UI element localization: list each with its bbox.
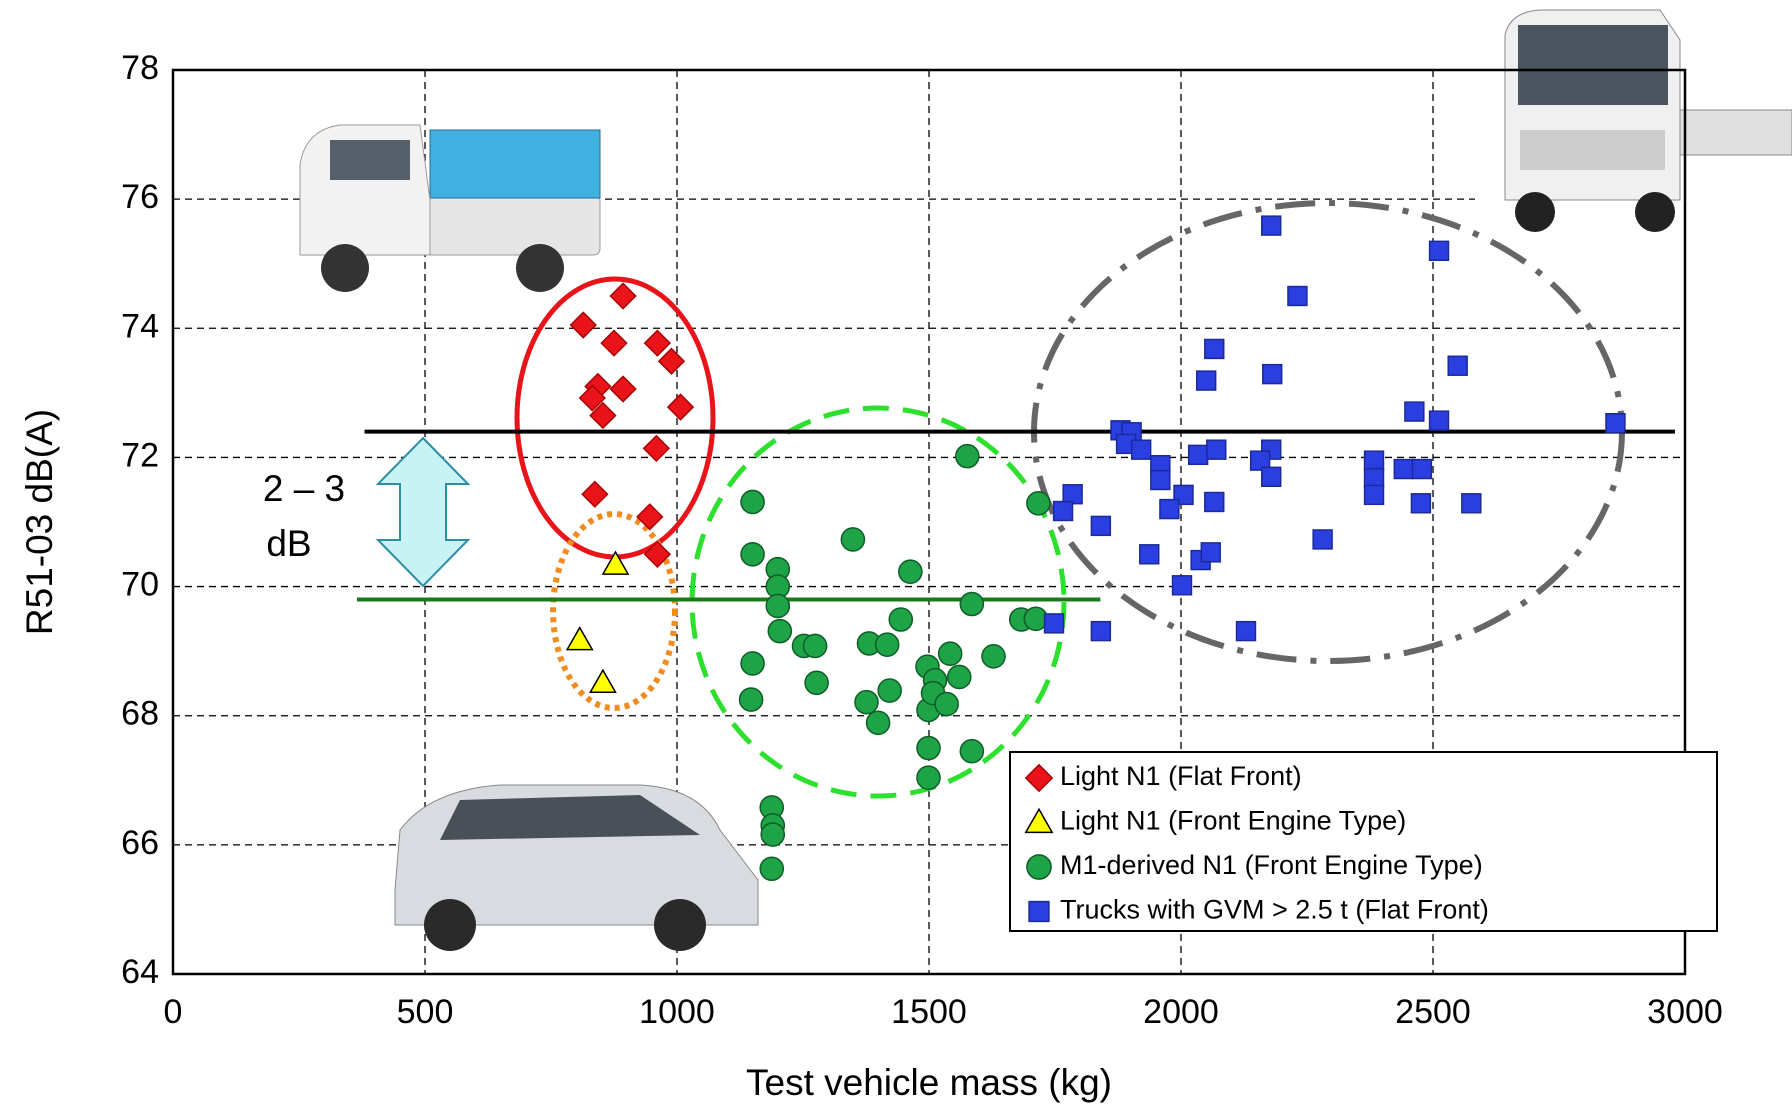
point [1151, 471, 1170, 490]
legend-label: Light N1 (Front Engine Type) [1060, 806, 1406, 836]
point [1394, 460, 1413, 479]
legend-marker [1029, 902, 1049, 922]
y-tick-label: 78 [121, 49, 159, 87]
point [1263, 365, 1282, 384]
y-tick-label: 72 [121, 436, 159, 474]
point [766, 594, 789, 617]
chart: 2 – 3 dB Test vehicle mass (kg) R51-03 d… [0, 0, 1792, 1111]
point [804, 634, 827, 657]
y-tick-label: 68 [121, 695, 159, 733]
point [740, 688, 763, 711]
point [760, 857, 783, 880]
point [1205, 493, 1224, 512]
point [805, 671, 828, 694]
point [1207, 440, 1226, 459]
point [948, 665, 971, 688]
point [876, 633, 899, 656]
point [878, 679, 901, 702]
point [1405, 402, 1424, 421]
point [960, 740, 983, 763]
point [1288, 287, 1307, 306]
point [939, 642, 962, 665]
annotation: dB [266, 523, 311, 564]
legend-marker [1027, 855, 1051, 879]
point [1462, 494, 1481, 513]
point [1412, 460, 1431, 479]
point [1140, 545, 1159, 564]
point [899, 560, 922, 583]
point [1237, 622, 1256, 641]
point [1262, 216, 1281, 235]
point [1411, 494, 1430, 513]
x-tick-label: 500 [397, 993, 454, 1031]
point [1313, 530, 1332, 549]
point [741, 490, 764, 513]
point [889, 608, 912, 631]
point [982, 645, 1005, 668]
point [1027, 492, 1050, 515]
x-axis-title: Test vehicle mass (kg) [746, 1062, 1112, 1103]
y-axis-title: R51-03 dB(A) [19, 409, 60, 635]
point [1054, 502, 1073, 521]
y-tick-label: 66 [121, 824, 159, 862]
point [1045, 614, 1064, 633]
point [960, 592, 983, 615]
point [917, 736, 940, 759]
point [1160, 500, 1179, 519]
point [1091, 622, 1110, 641]
x-tick-label: 2500 [1395, 993, 1471, 1031]
point [1189, 445, 1208, 464]
point [1173, 576, 1192, 595]
truck-illustration [1475, 5, 1792, 232]
point [1197, 371, 1216, 390]
point [1606, 414, 1625, 433]
point [956, 445, 979, 468]
legend-label: M1-derived N1 (Front Engine Type) [1060, 850, 1483, 880]
x-tick-label: 1500 [891, 993, 967, 1031]
point [1201, 543, 1220, 562]
point [761, 823, 784, 846]
point [917, 766, 940, 789]
y-tick-label: 74 [121, 307, 159, 345]
y-tick-label: 64 [121, 953, 159, 991]
point [1430, 411, 1449, 430]
point [841, 528, 864, 551]
point [1132, 440, 1151, 459]
legend-label: Trucks with GVM > 2.5 t (Flat Front) [1060, 895, 1489, 925]
y-tick-label: 70 [121, 566, 159, 604]
y-tick-label: 76 [121, 178, 159, 216]
point [1365, 451, 1384, 470]
legend: Light N1 (Flat Front) Light N1 (Front Eng… [1010, 752, 1717, 931]
point [1430, 241, 1449, 260]
x-tick-label: 2000 [1143, 993, 1219, 1031]
legend-label: Light N1 (Flat Front) [1060, 761, 1302, 791]
point [867, 711, 890, 734]
point [741, 543, 764, 566]
point [1205, 339, 1224, 358]
point [855, 691, 878, 714]
x-tick-label: 0 [164, 993, 183, 1031]
point [768, 620, 791, 643]
x-tick-label: 1000 [639, 993, 715, 1031]
point [1365, 485, 1384, 504]
point [1262, 467, 1281, 486]
x-tick-label: 3000 [1647, 993, 1723, 1031]
point [1091, 516, 1110, 535]
point [1448, 356, 1467, 375]
point [935, 693, 958, 716]
annotation: 2 – 3 [263, 468, 345, 509]
point [741, 652, 764, 675]
